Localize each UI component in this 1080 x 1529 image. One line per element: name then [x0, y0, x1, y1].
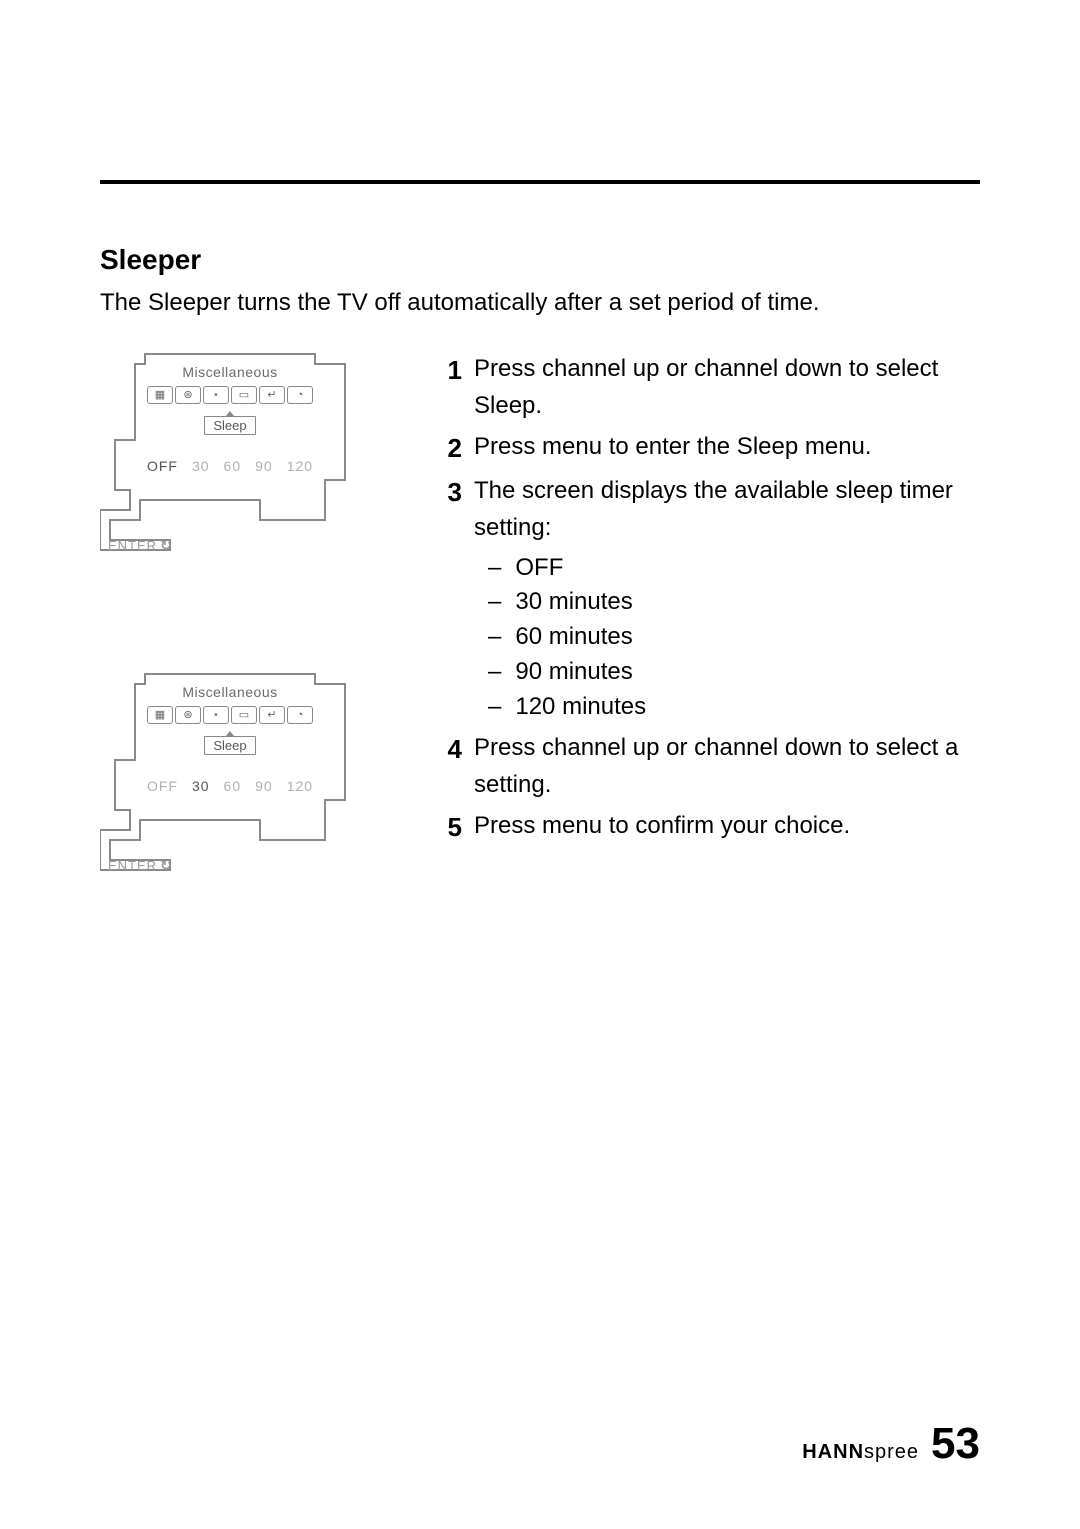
page-footer: HANNspree 53 — [802, 1419, 980, 1469]
osd-value-30: 30 — [192, 458, 210, 474]
step-item: 4Press channel up or channel down to sel… — [440, 729, 980, 803]
osd-value-60: 60 — [224, 458, 242, 474]
section-title: Sleeper — [100, 244, 980, 276]
step-sublist-item: 90 minutes — [474, 655, 980, 690]
step-text: Press channel up or channel down to sele… — [474, 729, 980, 803]
brand-logo: HANNspree — [802, 1441, 919, 1464]
osd-enter-label: ENTER ↻ — [108, 537, 173, 554]
osd-icon-row: ▦ ⊛ ⋆ ▭ ↵ ◔ — [100, 386, 360, 404]
step-item: 2 Press menu to enter the Sleep menu. — [440, 428, 980, 468]
step-sublist-item: 120 minutes — [474, 690, 980, 725]
step-sublist: OFF30 minutes60 minutes90 minutes120 min… — [474, 551, 980, 725]
osd-outline-icon — [100, 670, 360, 880]
osd-value-off: OFF — [147, 458, 178, 474]
osd-panel-2: Miscellaneous ▦ ⊛ ⋆ ▭ ↵ ◔ Sleep OFF 30 6… — [100, 670, 360, 880]
osd-icon-2: ⊛ — [175, 386, 201, 404]
step-number: 2 — [440, 428, 462, 468]
osd-value-90: 90 — [255, 778, 273, 794]
osd-icon-5: ↵ — [259, 386, 285, 404]
osd-values-row-1: OFF 30 60 90 120 — [100, 458, 360, 474]
step-body: Press channel up or channel down to sele… — [474, 729, 980, 803]
osd-icon-3: ⋆ — [203, 706, 229, 724]
steps-column: 1Press channel up or channel down to sel… — [440, 350, 980, 880]
osd-sleep-tag: Sleep — [100, 416, 360, 435]
osd-icon-6: ◔ — [287, 386, 313, 404]
step-item: 5 Press menu to confirm your choice. — [440, 807, 980, 847]
step-body: Press menu to confirm your choice. — [474, 807, 980, 847]
step-item: 3The screen displays the available sleep… — [440, 472, 980, 724]
osd-panel-1: Miscellaneous ▦ ⊛ ⋆ ▭ ↵ ◔ Sleep OFF 30 6… — [100, 350, 360, 560]
osd-icon-4: ▭ — [231, 386, 257, 404]
osd-icon-1: ▦ — [147, 386, 173, 404]
osd-icon-2: ⊛ — [175, 706, 201, 724]
osd-icon-6: ◔ — [287, 706, 313, 724]
osd-icon-row: ▦ ⊛ ⋆ ▭ ↵ ◔ — [100, 706, 360, 724]
osd-icon-1: ▦ — [147, 706, 173, 724]
step-sublist-item: 60 minutes — [474, 620, 980, 655]
horizontal-rule — [100, 180, 980, 184]
enter-arrow-icon: ↻ — [160, 537, 173, 554]
osd-value-90: 90 — [255, 458, 273, 474]
step-number: 4 — [440, 729, 462, 803]
osd-header: Miscellaneous — [100, 684, 360, 700]
osd-value-60: 60 — [224, 778, 242, 794]
osd-values-row-2: OFF 30 60 90 120 — [100, 778, 360, 794]
step-body: Press menu to enter the Sleep menu. — [474, 428, 980, 468]
osd-value-30: 30 — [192, 778, 210, 794]
step-text: Press menu to confirm your choice. — [474, 807, 980, 844]
osd-value-off: OFF — [147, 778, 178, 794]
step-text: Press menu to enter the Sleep menu. — [474, 428, 980, 465]
osd-icon-3: ⋆ — [203, 386, 229, 404]
osd-sleep-tag: Sleep — [100, 736, 360, 755]
step-number: 5 — [440, 807, 462, 847]
osd-outline-icon — [100, 350, 360, 560]
figure-column: Miscellaneous ▦ ⊛ ⋆ ▭ ↵ ◔ Sleep OFF 30 6… — [100, 350, 400, 880]
step-sublist-item: OFF — [474, 551, 980, 586]
osd-icon-5: ↵ — [259, 706, 285, 724]
step-sublist-item: 30 minutes — [474, 585, 980, 620]
step-item: 1Press channel up or channel down to sel… — [440, 350, 980, 424]
osd-enter-label: ENTER ↻ — [108, 857, 173, 874]
osd-value-120: 120 — [287, 778, 313, 794]
steps-list: 1Press channel up or channel down to sel… — [440, 350, 980, 848]
step-number: 3 — [440, 472, 462, 724]
step-text: The screen displays the available sleep … — [474, 472, 980, 546]
section-description: The Sleeper turns the TV off automatical… — [100, 286, 980, 320]
enter-arrow-icon: ↻ — [160, 857, 173, 874]
osd-header: Miscellaneous — [100, 364, 360, 380]
step-number: 1 — [440, 350, 462, 424]
step-body: Press channel up or channel down to sele… — [474, 350, 980, 424]
step-text: Press channel up or channel down to sele… — [474, 350, 980, 424]
osd-value-120: 120 — [287, 458, 313, 474]
page-number: 53 — [931, 1419, 980, 1469]
step-body: The screen displays the available sleep … — [474, 472, 980, 724]
osd-icon-4: ▭ — [231, 706, 257, 724]
